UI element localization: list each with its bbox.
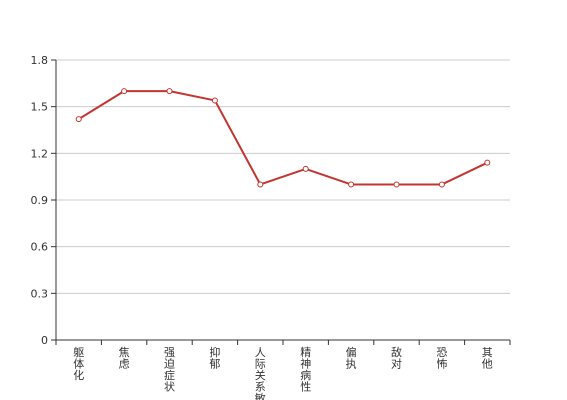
y-tick-label: 0.6 [31, 241, 49, 254]
y-tick-label: 0.9 [31, 194, 49, 207]
x-category-label: 强迫症状 [164, 346, 175, 394]
x-category-label: 恐怖 [436, 346, 447, 371]
y-tick-label: 1.2 [31, 147, 49, 160]
x-category-label: 焦虑 [119, 346, 130, 371]
y-axis-ticks: 0 0.3 0.6 0.9 1.2 1.5 1.8 [31, 54, 57, 347]
x-category-label: 敌对 [391, 345, 402, 371]
x-category-label: 精神病性 [300, 346, 311, 394]
data-point [166, 88, 173, 95]
y-tick-label: 1.5 [31, 101, 49, 114]
y-tick-label: 1.8 [31, 54, 49, 67]
x-category-label: 其他 [482, 346, 493, 371]
x-category-label: 抑郁 [209, 345, 220, 371]
data-point [348, 181, 355, 188]
data-point [257, 181, 264, 188]
x-category-label: 偏执 [346, 345, 357, 371]
data-point [484, 159, 491, 166]
data-point [302, 165, 309, 172]
x-axis-labels: 躯体化 焦虑 强迫症状 抑郁 人际关系敏感 精神病性 偏执 敌对 恐怖 其他 [73, 345, 493, 400]
grid-lines [56, 59, 510, 294]
x-category-label: 人际关系敏感 [255, 346, 266, 400]
x-category-label: 躯体化 [73, 346, 84, 382]
series-line [78, 90, 488, 186]
data-point [75, 116, 82, 123]
data-point [393, 181, 400, 188]
y-tick-label: 0 [41, 334, 48, 347]
y-tick-label: 0.3 [31, 287, 49, 300]
series-group [75, 88, 491, 188]
data-point [211, 97, 218, 104]
data-point [121, 88, 128, 95]
x-axis [55, 339, 511, 345]
data-point [438, 181, 445, 188]
